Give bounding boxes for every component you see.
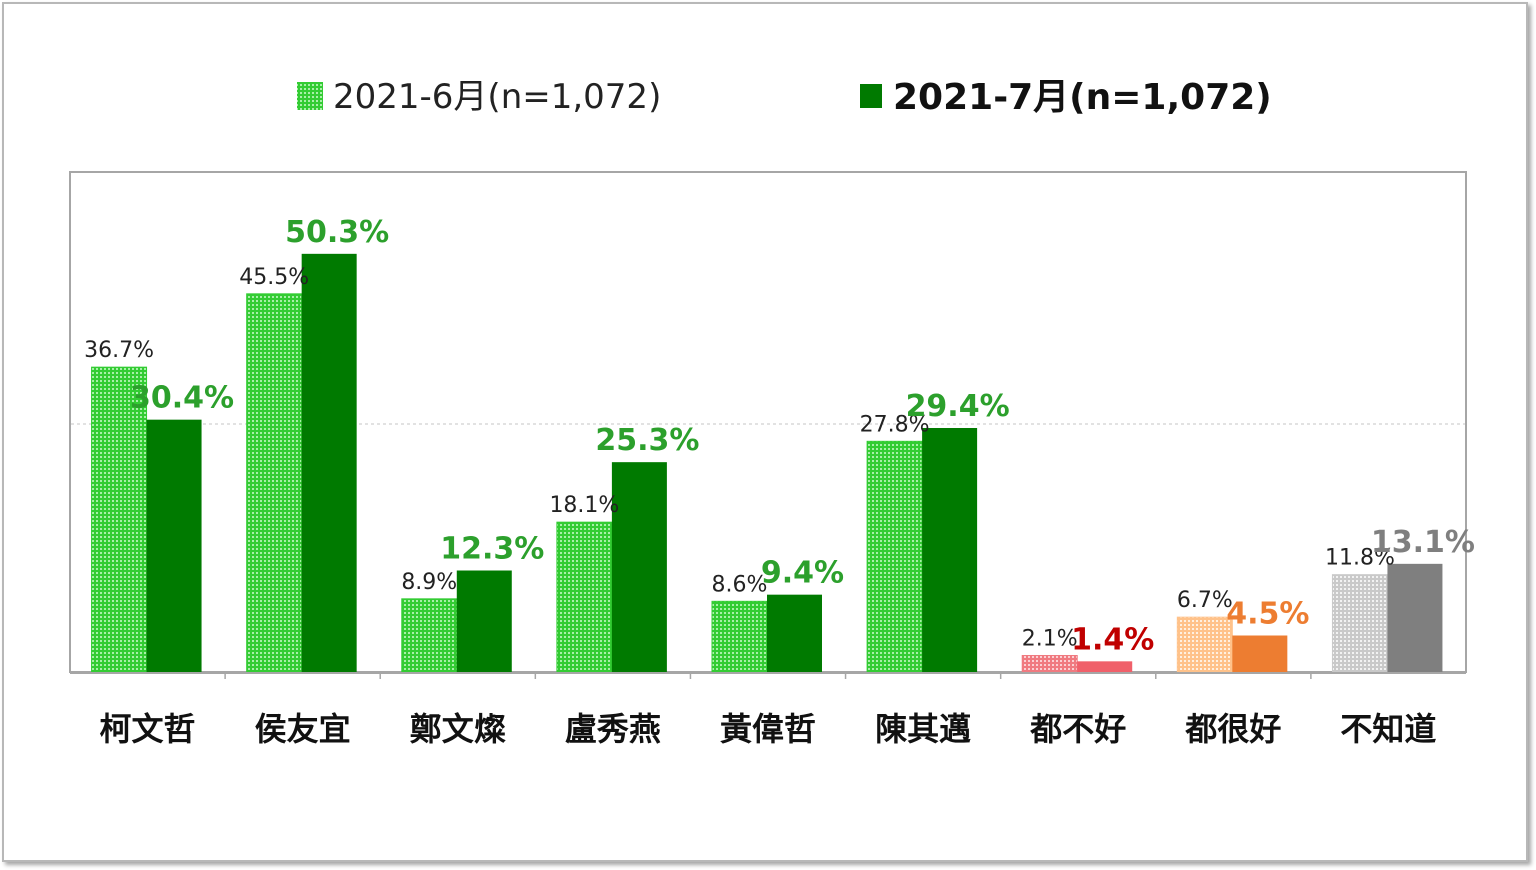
data-label-jun-1: 45.5% xyxy=(239,265,309,290)
data-label-jul-5: 29.4% xyxy=(906,389,1010,424)
data-label-jun-0: 36.7% xyxy=(84,338,154,363)
data-label-jun-8: 11.8% xyxy=(1325,546,1395,571)
bar-jul-1 xyxy=(301,253,357,674)
category-label-5: 陳其邁 xyxy=(875,710,971,748)
data-label-jul-0: 30.4% xyxy=(130,381,234,416)
bar-jul-2 xyxy=(456,570,512,673)
bar-jun-8 xyxy=(1331,574,1388,674)
data-label-jun-3: 18.1% xyxy=(549,493,619,518)
bar-jul-5 xyxy=(922,428,978,673)
bar-jul-7 xyxy=(1232,635,1288,673)
category-label-0: 柯文哲 xyxy=(100,710,196,748)
data-label-jun-4: 8.6% xyxy=(712,572,768,597)
legend-swatch-series-2 xyxy=(860,84,882,108)
bar-jul-4 xyxy=(767,594,822,673)
data-label-jul-2: 12.3% xyxy=(440,532,544,567)
category-label-7: 都很好 xyxy=(1184,710,1281,748)
category-label-8: 不知道 xyxy=(1340,710,1436,748)
category-label-3: 盧秀燕 xyxy=(565,710,661,748)
labels-group: 36.7% 30.4% 柯文哲 45.5% 50.3% 侯友宜 8.9% 12.3% 鄭文燦 18… xyxy=(84,215,1475,748)
legend-label-series-2: 2021-7月(n=1,072) xyxy=(893,77,1272,118)
bar-jun-5 xyxy=(866,440,923,674)
category-label-6: 都不好 xyxy=(1029,710,1126,748)
bar-jun-1 xyxy=(246,293,303,674)
bar-jul-3 xyxy=(611,462,667,673)
data-label-jun-2: 8.9% xyxy=(401,570,457,595)
category-label-2: 鄭文燦 xyxy=(410,710,506,748)
data-label-jun-5: 27.8% xyxy=(860,412,930,437)
bar-jul-8 xyxy=(1387,563,1443,673)
bars-group xyxy=(91,253,1443,679)
bar-jul-0 xyxy=(146,419,202,673)
bar-jun-6 xyxy=(1021,655,1078,674)
bar-jul-6 xyxy=(1077,661,1133,673)
data-label-jul-4: 9.4% xyxy=(761,556,844,591)
data-label-jun-7: 6.7% xyxy=(1177,588,1233,613)
legend-label-series-1: 2021-6月(n=1,072) xyxy=(333,77,661,117)
bar-jun-4 xyxy=(711,600,768,674)
bar-jun-7 xyxy=(1176,616,1233,674)
data-label-jul-7: 4.5% xyxy=(1226,597,1309,632)
data-label-jul-6: 1.4% xyxy=(1071,622,1154,657)
category-label-1: 侯友宜 xyxy=(255,710,351,748)
data-label-jun-6: 2.1% xyxy=(1022,627,1078,652)
data-label-jul-3: 25.3% xyxy=(595,423,699,458)
legend-swatch-series-1 xyxy=(297,82,323,110)
bar-jun-2 xyxy=(401,598,458,674)
data-label-jul-8: 13.1% xyxy=(1371,525,1475,560)
bar-jun-3 xyxy=(556,521,613,674)
data-label-jul-1: 50.3% xyxy=(285,215,389,250)
legend: 2021-6月(n=1,072) 2021-7月(n=1,072) xyxy=(297,77,1272,118)
category-label-4: 黃偉哲 xyxy=(720,710,816,748)
